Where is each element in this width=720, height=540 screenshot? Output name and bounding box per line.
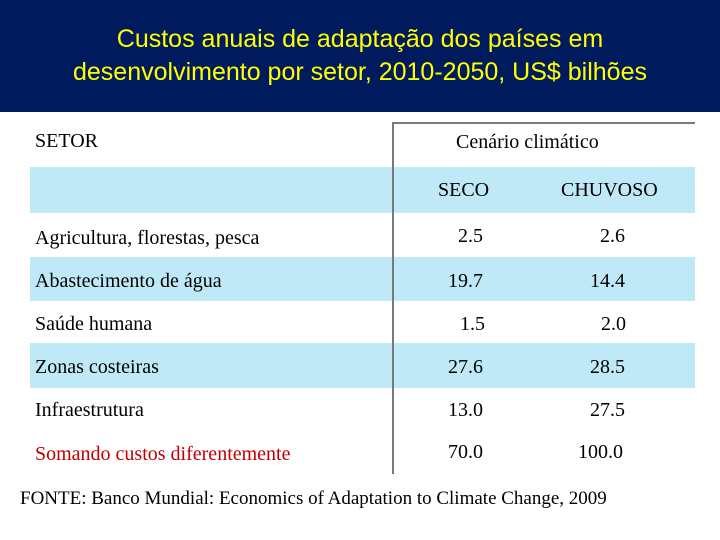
value-chuvoso: 28.5 [590,356,625,378]
table-row: Zonas costeiras 27.6 28.5 [30,343,695,388]
sector-label: Saúde humana [35,313,153,335]
table-row: Agricultura, florestas, pesca 2.5 2.6 [30,213,695,257]
subheader-seco: SECO [438,179,490,201]
sector-label: Agricultura, florestas, pesca [35,227,260,249]
slide-title: Custos anuais de adaptação dos países em… [0,0,720,112]
value-chuvoso: 14.4 [590,270,625,292]
source-footer: FONTE: Banco Mundial: Economics of Adapt… [20,488,607,509]
sector-label: Abastecimento de água [35,270,222,292]
sector-label: Infraestrutura [35,399,144,421]
header-divider [392,122,695,124]
value-chuvoso: 27.5 [590,399,625,421]
value-chuvoso-total: 100.0 [578,441,623,463]
value-seco: 1.5 [460,313,485,335]
title-line-2: desenvolvimento por setor, 2010-2050, US… [73,58,647,86]
table-row-total: Somando custos diferentemente 70.0 100.0 [30,431,695,474]
sector-label-total: Somando custos diferentemente [35,443,291,465]
column-divider [392,122,394,474]
title-line-1: Custos anuais de adaptação dos países em [116,25,604,53]
subheader-chuvoso: CHUVOSO [561,179,658,201]
table-row: Saúde humana 1.5 2.0 [30,301,695,343]
table-header-row: SETOR Cenário climático [30,122,695,167]
header-sector: SETOR [35,130,98,152]
header-scenario: Cenário climático [456,131,599,153]
table-row: Infraestrutura 13.0 27.5 [30,388,695,431]
table-row: Abastecimento de água 19.7 14.4 [30,257,695,301]
value-seco-total: 70.0 [448,441,483,463]
value-seco: 19.7 [448,270,483,292]
value-chuvoso: 2.6 [600,225,625,247]
table-subheader-row: SECO CHUVOSO [30,167,695,213]
value-seco: 27.6 [448,356,483,378]
value-chuvoso: 2.0 [601,313,626,335]
sector-label: Zonas costeiras [35,356,159,378]
value-seco: 2.5 [458,225,483,247]
value-seco: 13.0 [448,399,483,421]
